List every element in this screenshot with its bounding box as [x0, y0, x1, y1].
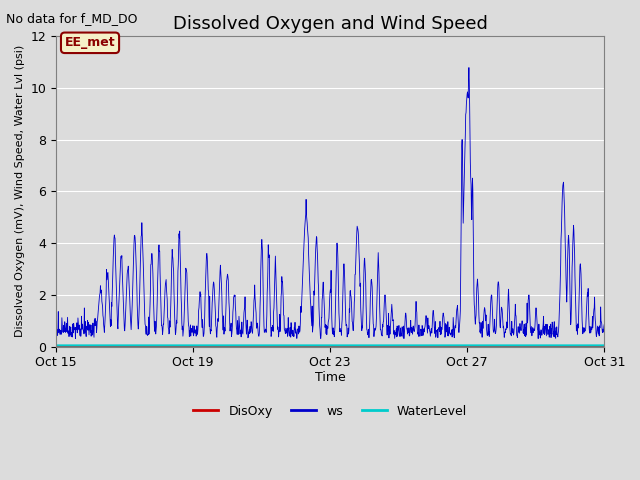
Legend: DisOxy, ws, WaterLevel: DisOxy, ws, WaterLevel: [188, 399, 472, 422]
ws: [198, 320, 205, 326]
ws: [365, 335, 372, 340]
ws: [148, 251, 156, 256]
WaterLevel: [148, 343, 156, 348]
Line: ws: ws: [56, 68, 639, 338]
ws: [52, 326, 60, 332]
WaterLevel: [182, 343, 189, 348]
DisOxy: [635, 344, 640, 349]
Text: No data for f_MD_DO: No data for f_MD_DO: [6, 12, 138, 25]
ws: [182, 275, 189, 281]
WaterLevel: [506, 343, 514, 348]
DisOxy: [68, 344, 76, 349]
ws: [400, 336, 408, 341]
WaterLevel: [365, 343, 372, 348]
Title: Dissolved Oxygen and Wind Speed: Dissolved Oxygen and Wind Speed: [173, 15, 488, 33]
WaterLevel: [52, 343, 60, 348]
X-axis label: Time: Time: [315, 371, 346, 384]
WaterLevel: [68, 343, 76, 348]
DisOxy: [506, 344, 514, 349]
DisOxy: [148, 344, 156, 349]
ws: [465, 65, 473, 71]
WaterLevel: [198, 343, 205, 348]
Y-axis label: Dissolved Oxygen (mV), Wind Speed, Water Lvl (psi): Dissolved Oxygen (mV), Wind Speed, Water…: [15, 45, 25, 337]
DisOxy: [198, 344, 205, 349]
DisOxy: [365, 344, 372, 349]
ws: [507, 332, 515, 338]
DisOxy: [52, 344, 60, 349]
ws: [635, 326, 640, 332]
DisOxy: [182, 344, 189, 349]
Text: EE_met: EE_met: [65, 36, 115, 49]
ws: [68, 334, 76, 340]
WaterLevel: [635, 343, 640, 348]
